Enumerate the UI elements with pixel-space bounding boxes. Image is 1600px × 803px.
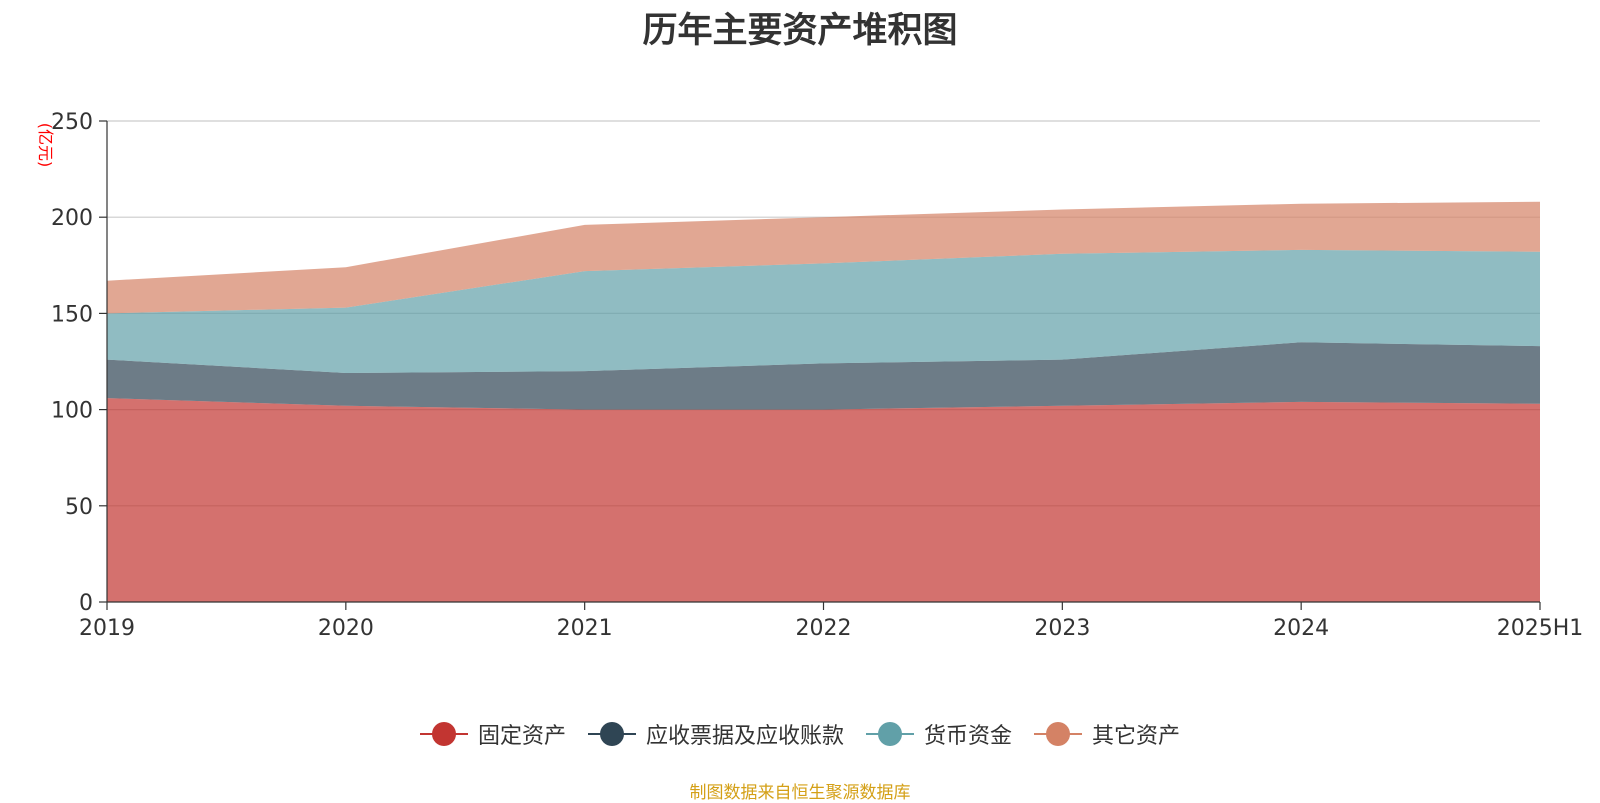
- y-tick-label: 200: [51, 206, 93, 231]
- x-tick-label: 2022: [796, 616, 852, 641]
- x-tick-label: 2019: [79, 616, 135, 641]
- source-note: 制图数据来自恒生聚源数据库: [689, 783, 911, 803]
- legend-item-2[interactable]: 货币资金: [866, 718, 1012, 750]
- x-tick-label: 2021: [557, 616, 613, 641]
- chart-title: 历年主要资产堆积图: [642, 11, 958, 51]
- legend-label: 固定资产: [477, 724, 566, 749]
- x-tick-label: 2020: [318, 616, 374, 641]
- legend-item-0[interactable]: 固定资产: [419, 718, 566, 750]
- legend: 固定资产 应收票据及应收账款 货币资金 其它资产: [0, 718, 1600, 750]
- legend-item-1[interactable]: 应收票据及应收账款: [587, 718, 844, 750]
- y-tick-label: 150: [51, 302, 93, 327]
- legend-marker-icon: [419, 721, 468, 747]
- y-tick-label: 100: [51, 399, 93, 424]
- x-tick-label: 2023: [1034, 616, 1090, 641]
- legend-marker-icon: [587, 721, 636, 747]
- area-series-0[interactable]: [107, 398, 1540, 602]
- legend-item-3[interactable]: 其它资产: [1034, 718, 1180, 750]
- y-tick-label: 0: [79, 591, 93, 616]
- legend-marker-icon: [1034, 721, 1083, 747]
- y-tick-label: 50: [65, 495, 93, 520]
- area-series-2[interactable]: [107, 249, 1540, 373]
- y-unit-label: (亿元): [36, 123, 55, 168]
- y-tick-label: 250: [51, 110, 93, 135]
- x-tick-label: 2024: [1273, 616, 1329, 641]
- x-tick-label: 2025H1: [1497, 616, 1584, 641]
- area-series-3[interactable]: [107, 201, 1540, 314]
- area-series-1[interactable]: [107, 342, 1540, 410]
- legend-label: 应收票据及应收账款: [645, 724, 844, 749]
- legend-label: 货币资金: [924, 724, 1013, 749]
- legend-label: 其它资产: [1092, 724, 1181, 749]
- legend-marker-icon: [866, 721, 914, 747]
